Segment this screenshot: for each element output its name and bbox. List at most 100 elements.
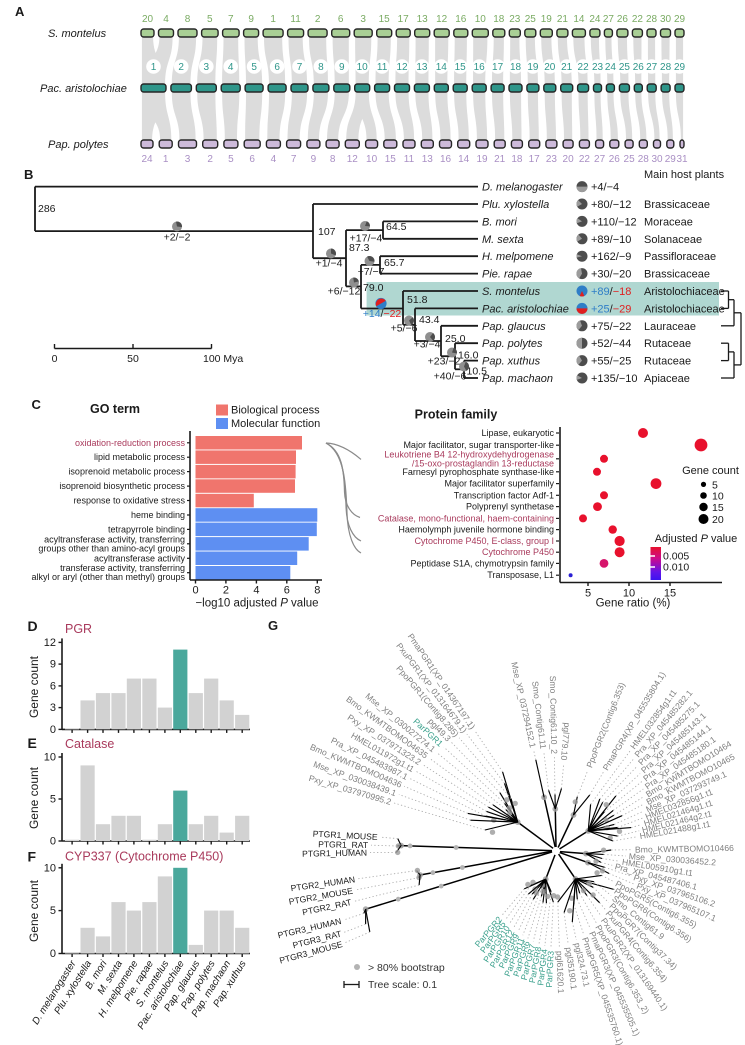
svg-text:15: 15 xyxy=(379,14,391,25)
svg-text:17: 17 xyxy=(492,62,504,73)
svg-text:27: 27 xyxy=(603,14,615,25)
svg-text:19: 19 xyxy=(527,62,539,73)
svg-text:10: 10 xyxy=(623,588,635,600)
svg-text:+5/−6: +5/−6 xyxy=(391,323,418,335)
svg-text:21: 21 xyxy=(557,14,569,25)
svg-text:Pap. xuthus: Pap. xuthus xyxy=(482,356,541,368)
svg-text:+110/−12: +110/−12 xyxy=(591,216,637,228)
svg-text:Rutaceae: Rutaceae xyxy=(644,356,691,368)
svg-text:F: F xyxy=(28,849,37,865)
svg-text:Biological process: Biological process xyxy=(231,405,320,417)
svg-text:Cytochrome P450: Cytochrome P450 xyxy=(482,547,554,557)
svg-text:10: 10 xyxy=(44,862,56,874)
svg-text:Peptidase S1A, chymotrypsin fa: Peptidase S1A, chymotrypsin family xyxy=(410,558,554,568)
svg-text:13: 13 xyxy=(417,14,429,25)
svg-text:11: 11 xyxy=(290,14,301,25)
svg-text:transferase activity, transfer: transferase activity, transferring xyxy=(60,563,185,573)
svg-text:3: 3 xyxy=(50,702,56,714)
svg-text:10: 10 xyxy=(366,154,378,165)
svg-text:PGR: PGR xyxy=(65,622,92,636)
svg-text:286: 286 xyxy=(38,203,56,215)
svg-text:10.5: 10.5 xyxy=(467,366,488,378)
svg-text:Haemolymph juvenile hormone bi: Haemolymph juvenile hormone binding xyxy=(398,525,554,535)
svg-text:51.8: 51.8 xyxy=(407,294,428,306)
svg-text:isoprenoid biosynthetic proces: isoprenoid biosynthetic process xyxy=(59,481,185,491)
svg-text:Pap. machaon: Pap. machaon xyxy=(482,373,553,385)
svg-text:Gene ratio (%): Gene ratio (%) xyxy=(596,598,671,610)
svg-text:Aristolochiaceae: Aristolochiaceae xyxy=(644,303,725,315)
svg-text:12: 12 xyxy=(436,14,448,25)
svg-text:20: 20 xyxy=(712,514,724,526)
svg-text:ParPGR3: ParPGR3 xyxy=(544,950,556,987)
svg-text:+23/−2: +23/−2 xyxy=(428,356,461,368)
svg-text:+55/−25: +55/−25 xyxy=(591,356,631,368)
svg-text:+75/−22: +75/−22 xyxy=(591,321,631,333)
svg-text:27: 27 xyxy=(594,154,606,165)
svg-text:ParPGR4: ParPGR4 xyxy=(535,948,549,986)
svg-text:+17/−4: +17/−4 xyxy=(350,233,383,245)
svg-text:+52/−44: +52/−44 xyxy=(591,338,631,350)
svg-text:21: 21 xyxy=(494,154,506,165)
svg-text:7: 7 xyxy=(228,14,234,25)
svg-text:10: 10 xyxy=(475,14,487,25)
svg-text:23: 23 xyxy=(592,62,604,73)
svg-text:Adjusted P value: Adjusted P value xyxy=(655,533,738,545)
svg-text:3: 3 xyxy=(185,154,191,165)
svg-text:5: 5 xyxy=(585,588,591,600)
svg-text:+2/−2: +2/−2 xyxy=(164,232,191,244)
svg-text:PTGR1_MOUSE: PTGR1_MOUSE xyxy=(312,829,378,842)
svg-text:30: 30 xyxy=(651,154,663,165)
svg-text:14: 14 xyxy=(458,154,470,165)
svg-text:18: 18 xyxy=(510,62,522,73)
svg-text:15: 15 xyxy=(664,588,676,600)
svg-text:20: 20 xyxy=(142,14,154,25)
svg-text:25: 25 xyxy=(619,62,631,73)
svg-text:Solanaceae: Solanaceae xyxy=(644,234,702,246)
svg-text:PTGR1_HUMAN: PTGR1_HUMAN xyxy=(302,848,367,859)
svg-text:20: 20 xyxy=(563,154,575,165)
svg-text:1: 1 xyxy=(151,62,157,73)
svg-text:19: 19 xyxy=(541,14,553,25)
svg-text:6: 6 xyxy=(284,585,290,597)
svg-text:30: 30 xyxy=(660,14,672,25)
svg-text:Brassicaceae: Brassicaceae xyxy=(644,269,710,281)
svg-text:Brassicaceae: Brassicaceae xyxy=(644,199,710,211)
svg-text:Bmo_KWMTBOMO10466: Bmo_KWMTBOMO10466 xyxy=(635,843,734,855)
svg-text:14: 14 xyxy=(436,62,448,73)
svg-text:+25/−29: +25/−29 xyxy=(591,303,631,315)
svg-text:+1/−4: +1/−4 xyxy=(316,258,343,270)
svg-text:3: 3 xyxy=(360,14,366,25)
svg-text:Main host plants: Main host plants xyxy=(644,169,725,181)
svg-text:50: 50 xyxy=(127,353,139,365)
svg-text:Gene count: Gene count xyxy=(27,766,41,829)
svg-text:29: 29 xyxy=(674,62,686,73)
svg-text:23: 23 xyxy=(509,14,521,25)
svg-text:acyltransferase activity, tran: acyltransferase activity, transferring xyxy=(44,534,185,544)
svg-text:2: 2 xyxy=(207,154,213,165)
svg-text:15: 15 xyxy=(385,154,397,165)
svg-text:5: 5 xyxy=(207,14,213,25)
svg-text:Major facilitator, sugar trans: Major facilitator, sugar transporter-lik… xyxy=(403,440,554,450)
svg-text:B: B xyxy=(24,167,33,182)
svg-text:5: 5 xyxy=(50,905,56,917)
svg-text:26: 26 xyxy=(633,62,645,73)
svg-text:25: 25 xyxy=(624,154,636,165)
svg-text:Lipase, eukaryotic: Lipase, eukaryotic xyxy=(481,428,554,438)
svg-text:4: 4 xyxy=(253,585,259,597)
svg-text:groups other than amino-acyl g: groups other than amino-acyl groups xyxy=(38,543,185,553)
svg-text:Gene count: Gene count xyxy=(682,465,739,477)
svg-text:H. melpomene: H. melpomene xyxy=(482,251,554,263)
svg-text:> 80% bootstrap: > 80% bootstrap xyxy=(368,962,445,974)
svg-text:3: 3 xyxy=(204,62,210,73)
svg-text:2: 2 xyxy=(223,585,229,597)
svg-text:Apiaceae: Apiaceae xyxy=(644,373,690,385)
svg-text:79.0: 79.0 xyxy=(363,282,384,294)
svg-text:+89/−18: +89/−18 xyxy=(591,286,631,298)
svg-text:6: 6 xyxy=(338,14,344,25)
svg-text:+80/−12: +80/−12 xyxy=(591,199,631,211)
svg-text:8: 8 xyxy=(318,62,324,73)
svg-text:9: 9 xyxy=(311,154,317,165)
svg-text:15: 15 xyxy=(712,502,724,514)
svg-text:6: 6 xyxy=(274,62,280,73)
svg-text:Pap. polytes: Pap. polytes xyxy=(482,338,543,350)
